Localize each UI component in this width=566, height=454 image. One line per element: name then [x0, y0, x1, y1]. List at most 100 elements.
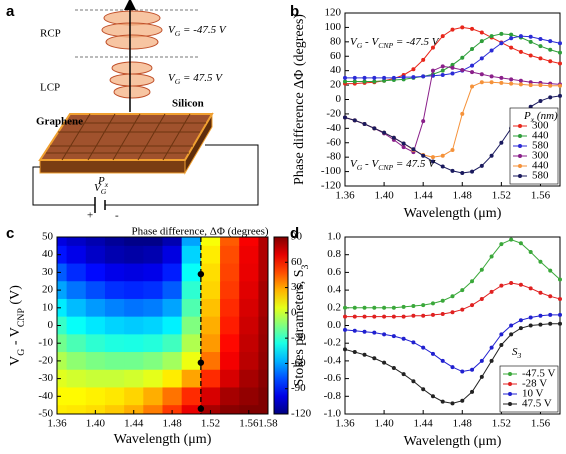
legend-label: 580	[532, 170, 549, 182]
y-tick-label: 0.4	[327, 284, 341, 296]
data-point	[528, 34, 533, 39]
legend-box	[509, 107, 559, 185]
text-part: CNP	[378, 41, 393, 50]
y-tick-label: 0.6	[327, 266, 341, 278]
data-point	[430, 301, 435, 306]
legend-label: -28 V	[522, 378, 547, 390]
heatmap-cell	[220, 237, 240, 247]
y-tick-label: -80	[326, 151, 341, 163]
data-point	[538, 83, 543, 88]
data-point	[460, 369, 465, 374]
heatmap-cell	[104, 263, 125, 282]
heatmap-cell	[85, 369, 106, 388]
device-front	[39, 159, 186, 174]
data-point	[430, 394, 435, 399]
x-tick-label: 1.56	[239, 418, 259, 430]
data-point	[421, 119, 426, 124]
data-point	[362, 314, 367, 319]
device-grid	[46, 113, 206, 161]
data-point	[450, 147, 455, 152]
heatmap-cell	[181, 352, 202, 371]
y-tick-label: 40	[42, 248, 54, 260]
legend-swatch	[518, 164, 522, 168]
data-point	[499, 332, 504, 337]
data-point	[421, 74, 426, 79]
data-point	[460, 288, 465, 293]
x-axis-label: Wavelength (μm)	[404, 206, 502, 221]
data-point	[489, 254, 494, 259]
data-point	[518, 282, 523, 287]
heatmap-cell	[239, 316, 259, 335]
heatmap-cell	[220, 281, 240, 300]
text-part: = 47.5 V	[180, 72, 223, 84]
data-point	[548, 268, 553, 273]
data-point	[518, 78, 523, 83]
text-part: - V	[362, 36, 379, 48]
data-point	[479, 296, 484, 301]
heatmap-cell	[181, 387, 202, 406]
heatmap-cell	[66, 281, 87, 300]
x-tick-label: 1.48	[453, 418, 473, 430]
data-point	[489, 48, 494, 53]
heatmap-cell	[200, 281, 221, 300]
y-tick-label: -120	[321, 180, 342, 192]
heatmap-cell	[57, 387, 68, 406]
data-point	[440, 64, 445, 69]
data-point	[528, 83, 533, 88]
data-point	[470, 389, 475, 394]
legend-swatch	[508, 392, 512, 396]
y-tick-label: -100	[321, 165, 342, 177]
data-point	[528, 250, 533, 255]
data-point	[499, 41, 504, 46]
data-point	[548, 83, 553, 88]
annotation: VG - VCNP = -47.5 V	[350, 36, 440, 51]
heatmap-cell	[104, 316, 125, 335]
text-part: CNP	[378, 163, 393, 172]
heatmap-cell	[85, 387, 106, 406]
heatmap-cell	[162, 387, 183, 406]
data-point	[509, 81, 514, 86]
chart-panel: 1.36 1.40 1.44 1.48 1.52 1.56 -1.0 -0.8 -0.6 -0.4…	[292, 231, 562, 449]
text-part: V	[350, 158, 358, 170]
data-point	[382, 332, 387, 337]
heatmap-cell	[162, 298, 183, 318]
heatmap-cell	[162, 281, 183, 300]
data-point	[343, 327, 347, 332]
heatmap-cell	[200, 298, 221, 318]
data-point	[470, 279, 475, 284]
data-point	[343, 347, 347, 352]
heatmap-cell	[181, 237, 202, 247]
data-point	[518, 241, 523, 246]
legend-swatch	[518, 174, 522, 178]
heatmap-cell	[200, 334, 221, 353]
heatmap-cell	[258, 237, 269, 247]
diagram-label: Px	[97, 175, 109, 190]
y-tick-label: -30	[38, 372, 53, 384]
data-point	[343, 305, 347, 310]
y-tick-label: -20	[326, 107, 341, 119]
data-point	[538, 259, 543, 264]
data-point	[470, 84, 475, 89]
text-part: Stokes parameters, S	[292, 269, 307, 386]
x-tick-label: 1.40	[374, 190, 394, 202]
heatmap-cell	[104, 281, 125, 300]
heatmap-cell	[124, 369, 144, 388]
legend-label: 440	[532, 160, 549, 172]
heatmap-cell	[124, 405, 144, 415]
panel-label: c	[6, 225, 14, 242]
data-point	[460, 307, 465, 312]
heatmap-cell	[57, 316, 68, 335]
heatmap-cell	[258, 369, 269, 388]
data-point	[391, 314, 396, 319]
data-point	[509, 281, 514, 286]
data-point	[538, 36, 543, 41]
data-point	[460, 398, 465, 403]
x-tick-label: 1.44	[414, 418, 434, 430]
data-point	[450, 401, 455, 406]
data-point	[411, 340, 416, 345]
heatmap-cell	[162, 334, 183, 353]
y-axis-label: Phase difference ΔΦ (degrees)	[292, 14, 307, 185]
legend-swatch	[508, 402, 512, 406]
data-point	[479, 80, 484, 85]
